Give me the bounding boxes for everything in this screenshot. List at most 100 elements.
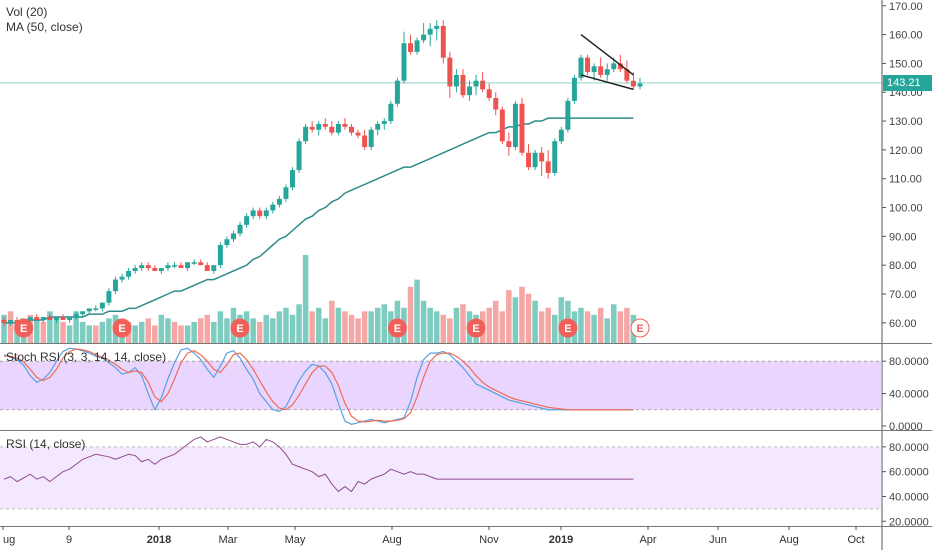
x-tick-label: Nov	[479, 534, 499, 546]
volume-bar	[256, 321, 263, 343]
candle-body	[512, 103, 518, 147]
volume-bar	[433, 311, 440, 343]
volume-bar	[486, 307, 492, 343]
volume-bar	[93, 325, 99, 343]
volume-bar	[53, 318, 60, 343]
volume-bar	[276, 311, 283, 343]
volume-bar	[178, 325, 184, 343]
candle-body	[204, 265, 210, 271]
candle-body	[480, 80, 486, 90]
volume-bar	[86, 325, 92, 343]
rsi-band	[0, 446, 882, 509]
y-tick-label: 160.00	[889, 30, 923, 42]
volume-bar	[545, 307, 551, 343]
earnings-marker	[230, 318, 250, 338]
candle-body	[585, 57, 591, 73]
candle-body	[106, 291, 112, 303]
candle-body	[368, 129, 374, 147]
volume-bar	[552, 314, 558, 343]
candle-body	[230, 233, 236, 240]
candle-body	[493, 98, 499, 110]
earnings-marker-label: E	[394, 323, 401, 335]
candle-body	[257, 210, 263, 217]
y-tick-label: 170.00	[889, 1, 923, 13]
candle-body	[119, 276, 125, 280]
candle-body	[342, 123, 348, 127]
volume-bar	[171, 321, 178, 343]
y-tick-label: 90.00	[889, 231, 917, 243]
rsi-tick-label: 40.0000	[889, 491, 929, 503]
x-tick-label: 2018	[147, 534, 171, 546]
volume-bar	[519, 286, 525, 343]
candle-body	[565, 100, 571, 130]
x-axis-labels: ug 9 2018 Mar May Aug Nov 2019 Apr Jun Aug Oct	[2, 526, 865, 546]
volume-bar	[578, 307, 584, 343]
candle-body	[276, 198, 282, 205]
stoch-tick-label: 0.0000	[889, 421, 923, 433]
rsi-tick-label: 80.0000	[889, 442, 929, 454]
ma50-line	[4, 117, 634, 324]
candle-body	[617, 63, 623, 70]
volume-bar	[263, 314, 270, 343]
earnings-marker-label: E	[118, 323, 125, 335]
x-tick-label: May	[285, 534, 306, 546]
candle-body	[217, 245, 223, 266]
candle-body	[604, 69, 610, 75]
volume-bar	[73, 311, 79, 343]
candle-body	[237, 224, 243, 234]
candle-body	[355, 132, 361, 136]
candle-body	[1, 319, 7, 323]
volume-bar	[584, 311, 591, 343]
volume-bars	[1, 255, 637, 343]
trendlines	[580, 33, 634, 91]
y-axis-labels: 170.00160.00150.00140.00130.00120.00110.…	[882, 1, 929, 528]
volume-bar	[302, 255, 309, 343]
candle-body	[519, 103, 525, 153]
volume-bar	[315, 307, 322, 343]
candle-body	[552, 141, 558, 173]
volume-bar	[453, 307, 460, 343]
volume-bar	[191, 321, 197, 343]
candle-body	[591, 66, 597, 73]
volume-bar	[532, 300, 538, 343]
candle-body	[598, 66, 604, 75]
candle-body	[99, 302, 105, 309]
rsi-tick-label: 20.0000	[889, 516, 929, 528]
volume-bar	[204, 314, 211, 343]
stoch-rsi-panel	[0, 347, 882, 425]
candle-body	[198, 262, 204, 266]
y-tick-label: 150.00	[889, 58, 923, 70]
candle-body	[394, 80, 400, 104]
x-tick-label: Aug	[382, 534, 402, 546]
volume-bar	[217, 311, 224, 343]
volume-bar	[499, 311, 506, 343]
volume-bar	[617, 311, 624, 343]
candle-body	[571, 77, 577, 101]
earnings-marker-label: E	[236, 323, 243, 335]
volume-bar	[296, 304, 302, 343]
candle-body	[178, 265, 184, 269]
ma-line	[4, 117, 634, 324]
x-tick-label: Mar	[219, 534, 238, 546]
volume-bar	[165, 318, 171, 343]
candle-body	[558, 129, 564, 142]
x-tick-label: Jun	[709, 534, 727, 546]
candle-body	[158, 268, 164, 271]
x-tick-label: Aug	[779, 534, 799, 546]
candle-body	[630, 80, 636, 87]
candle-body	[296, 141, 302, 171]
candle-body	[440, 25, 446, 58]
volume-bar	[611, 304, 617, 343]
volume-bar	[525, 293, 532, 343]
x-tick-label: Apr	[639, 534, 656, 546]
volume-bar	[506, 290, 512, 343]
rsi-line	[3, 436, 634, 493]
volume-bar	[591, 314, 597, 343]
candle-body	[427, 28, 433, 35]
volume-bar	[407, 286, 414, 343]
candle-body	[86, 308, 92, 312]
